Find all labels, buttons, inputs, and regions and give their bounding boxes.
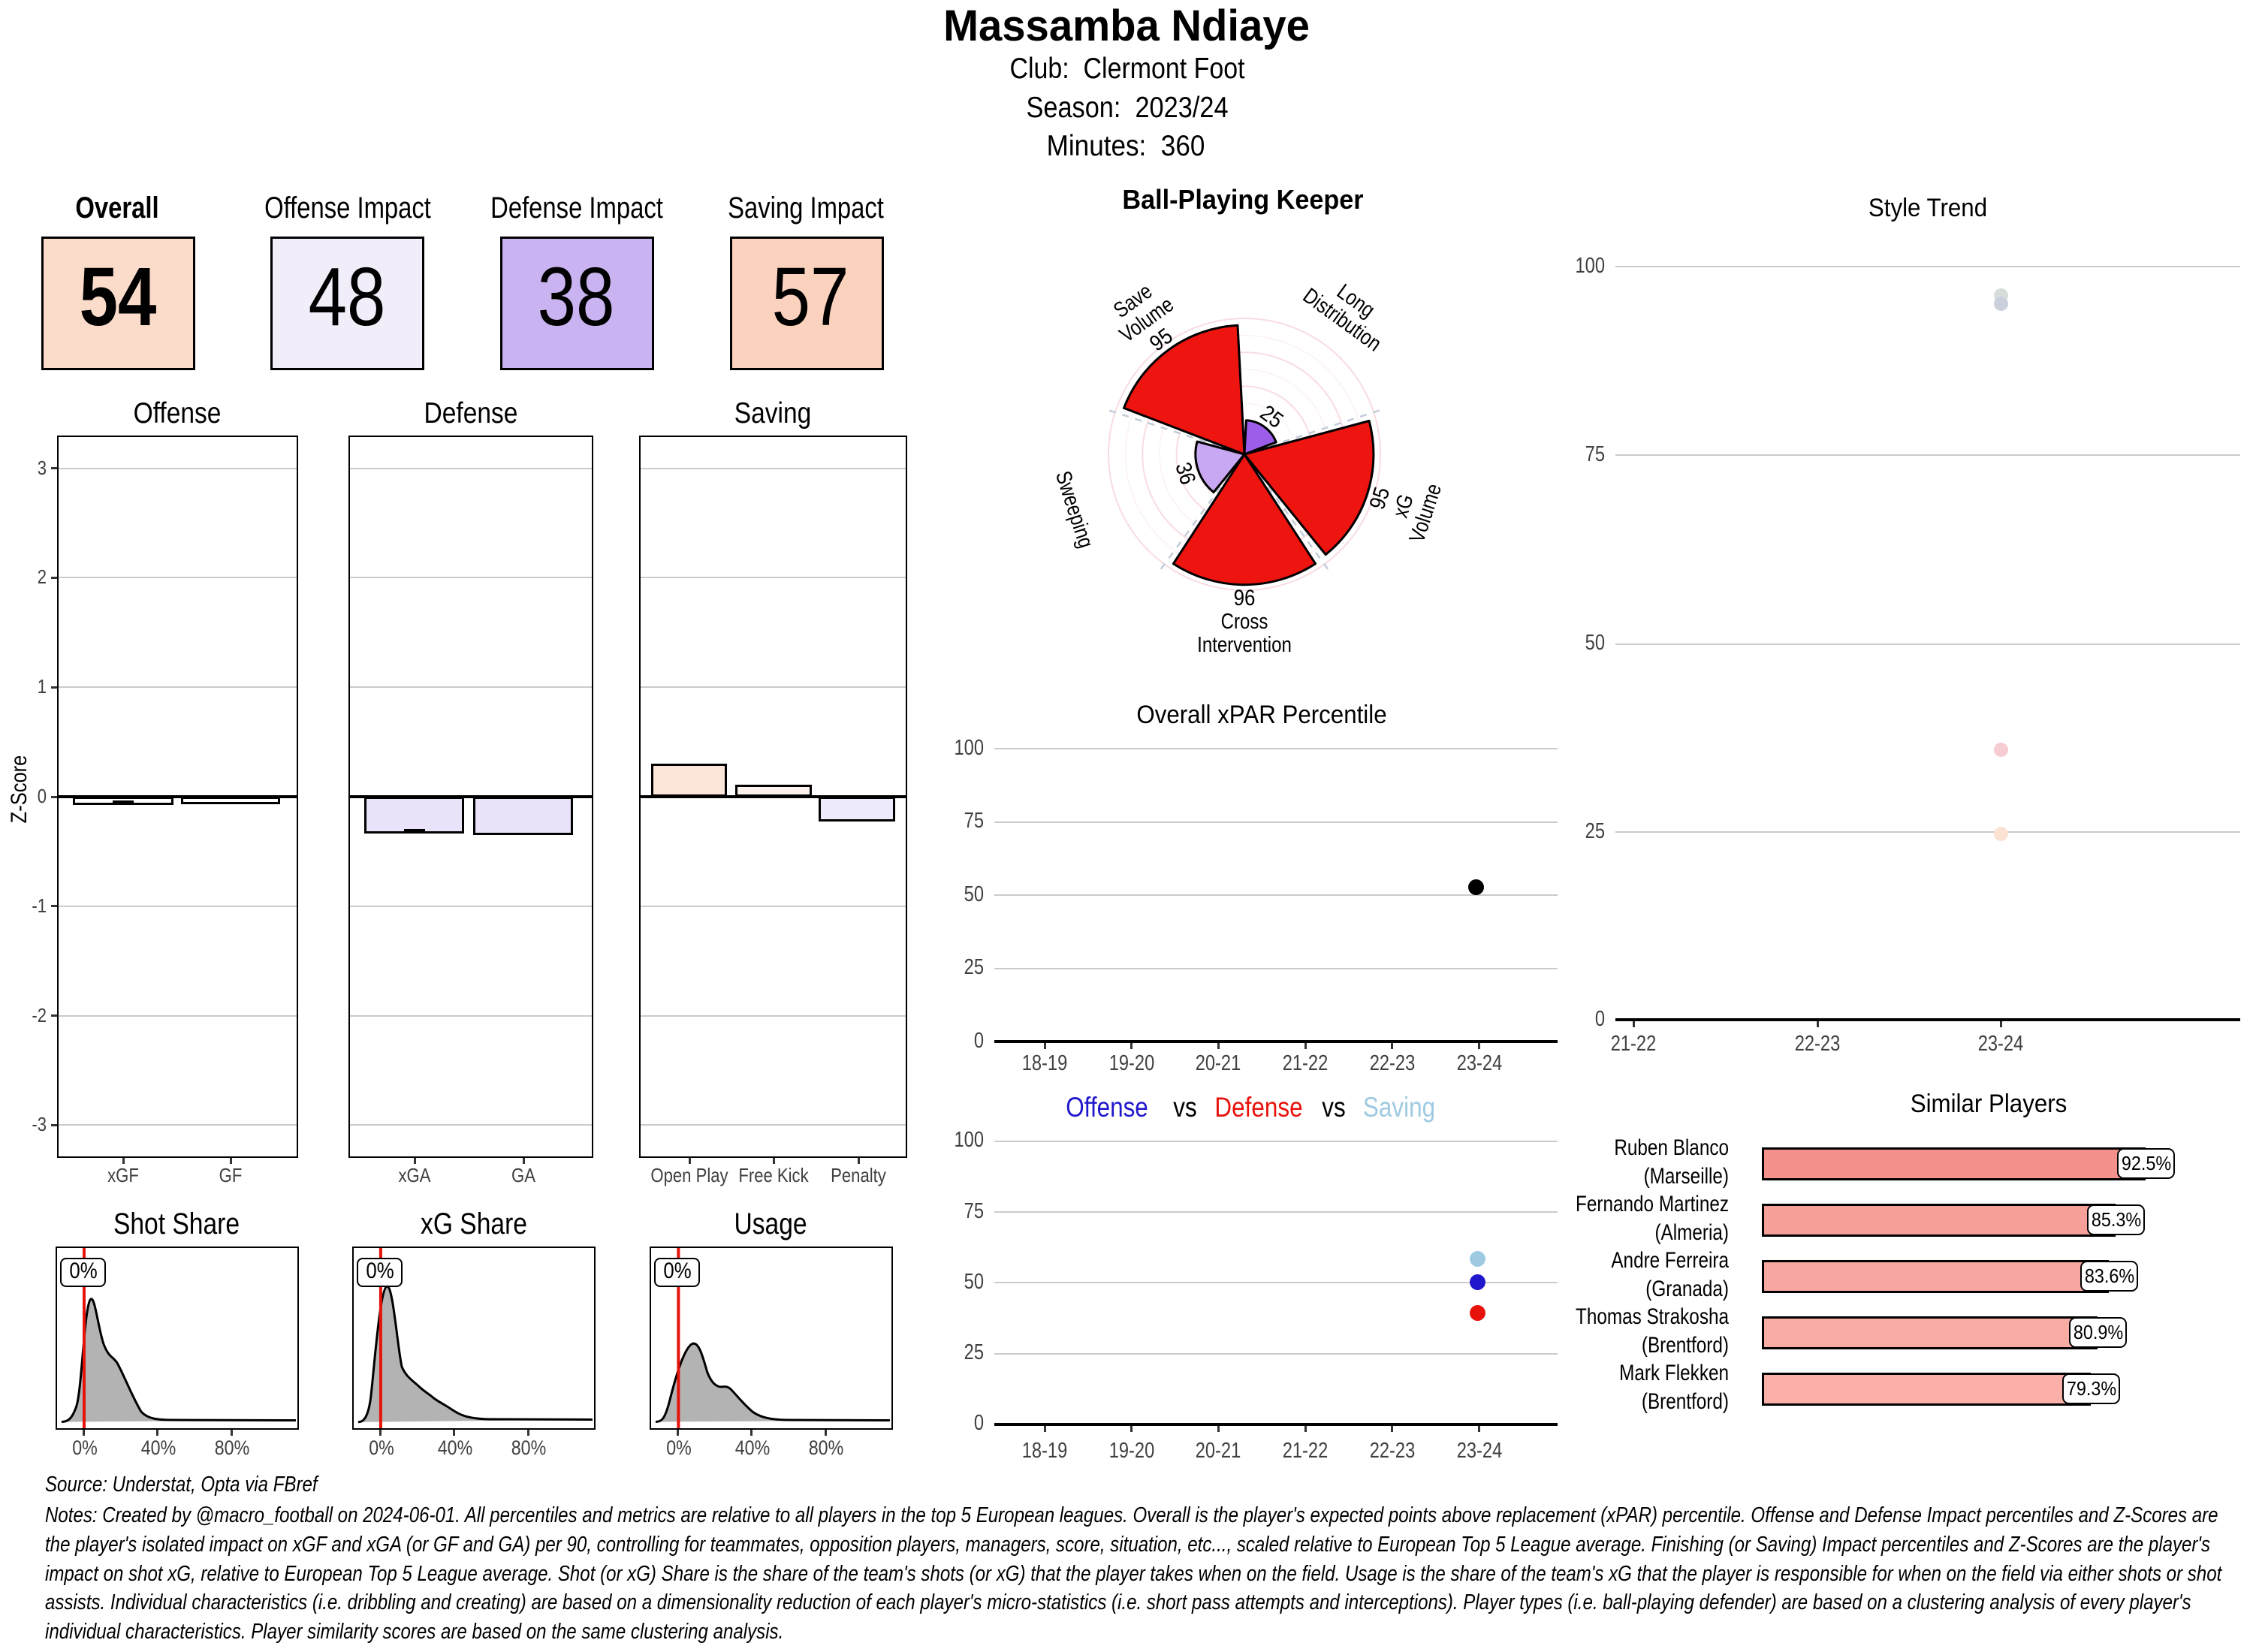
svg-text:LongDistribution: LongDistribution	[1298, 264, 1400, 356]
svg-text:Sweeping: Sweeping	[1051, 468, 1099, 551]
svg-text:96: 96	[1234, 585, 1256, 610]
svg-text:xGVolume: xGVolume	[1382, 473, 1446, 545]
